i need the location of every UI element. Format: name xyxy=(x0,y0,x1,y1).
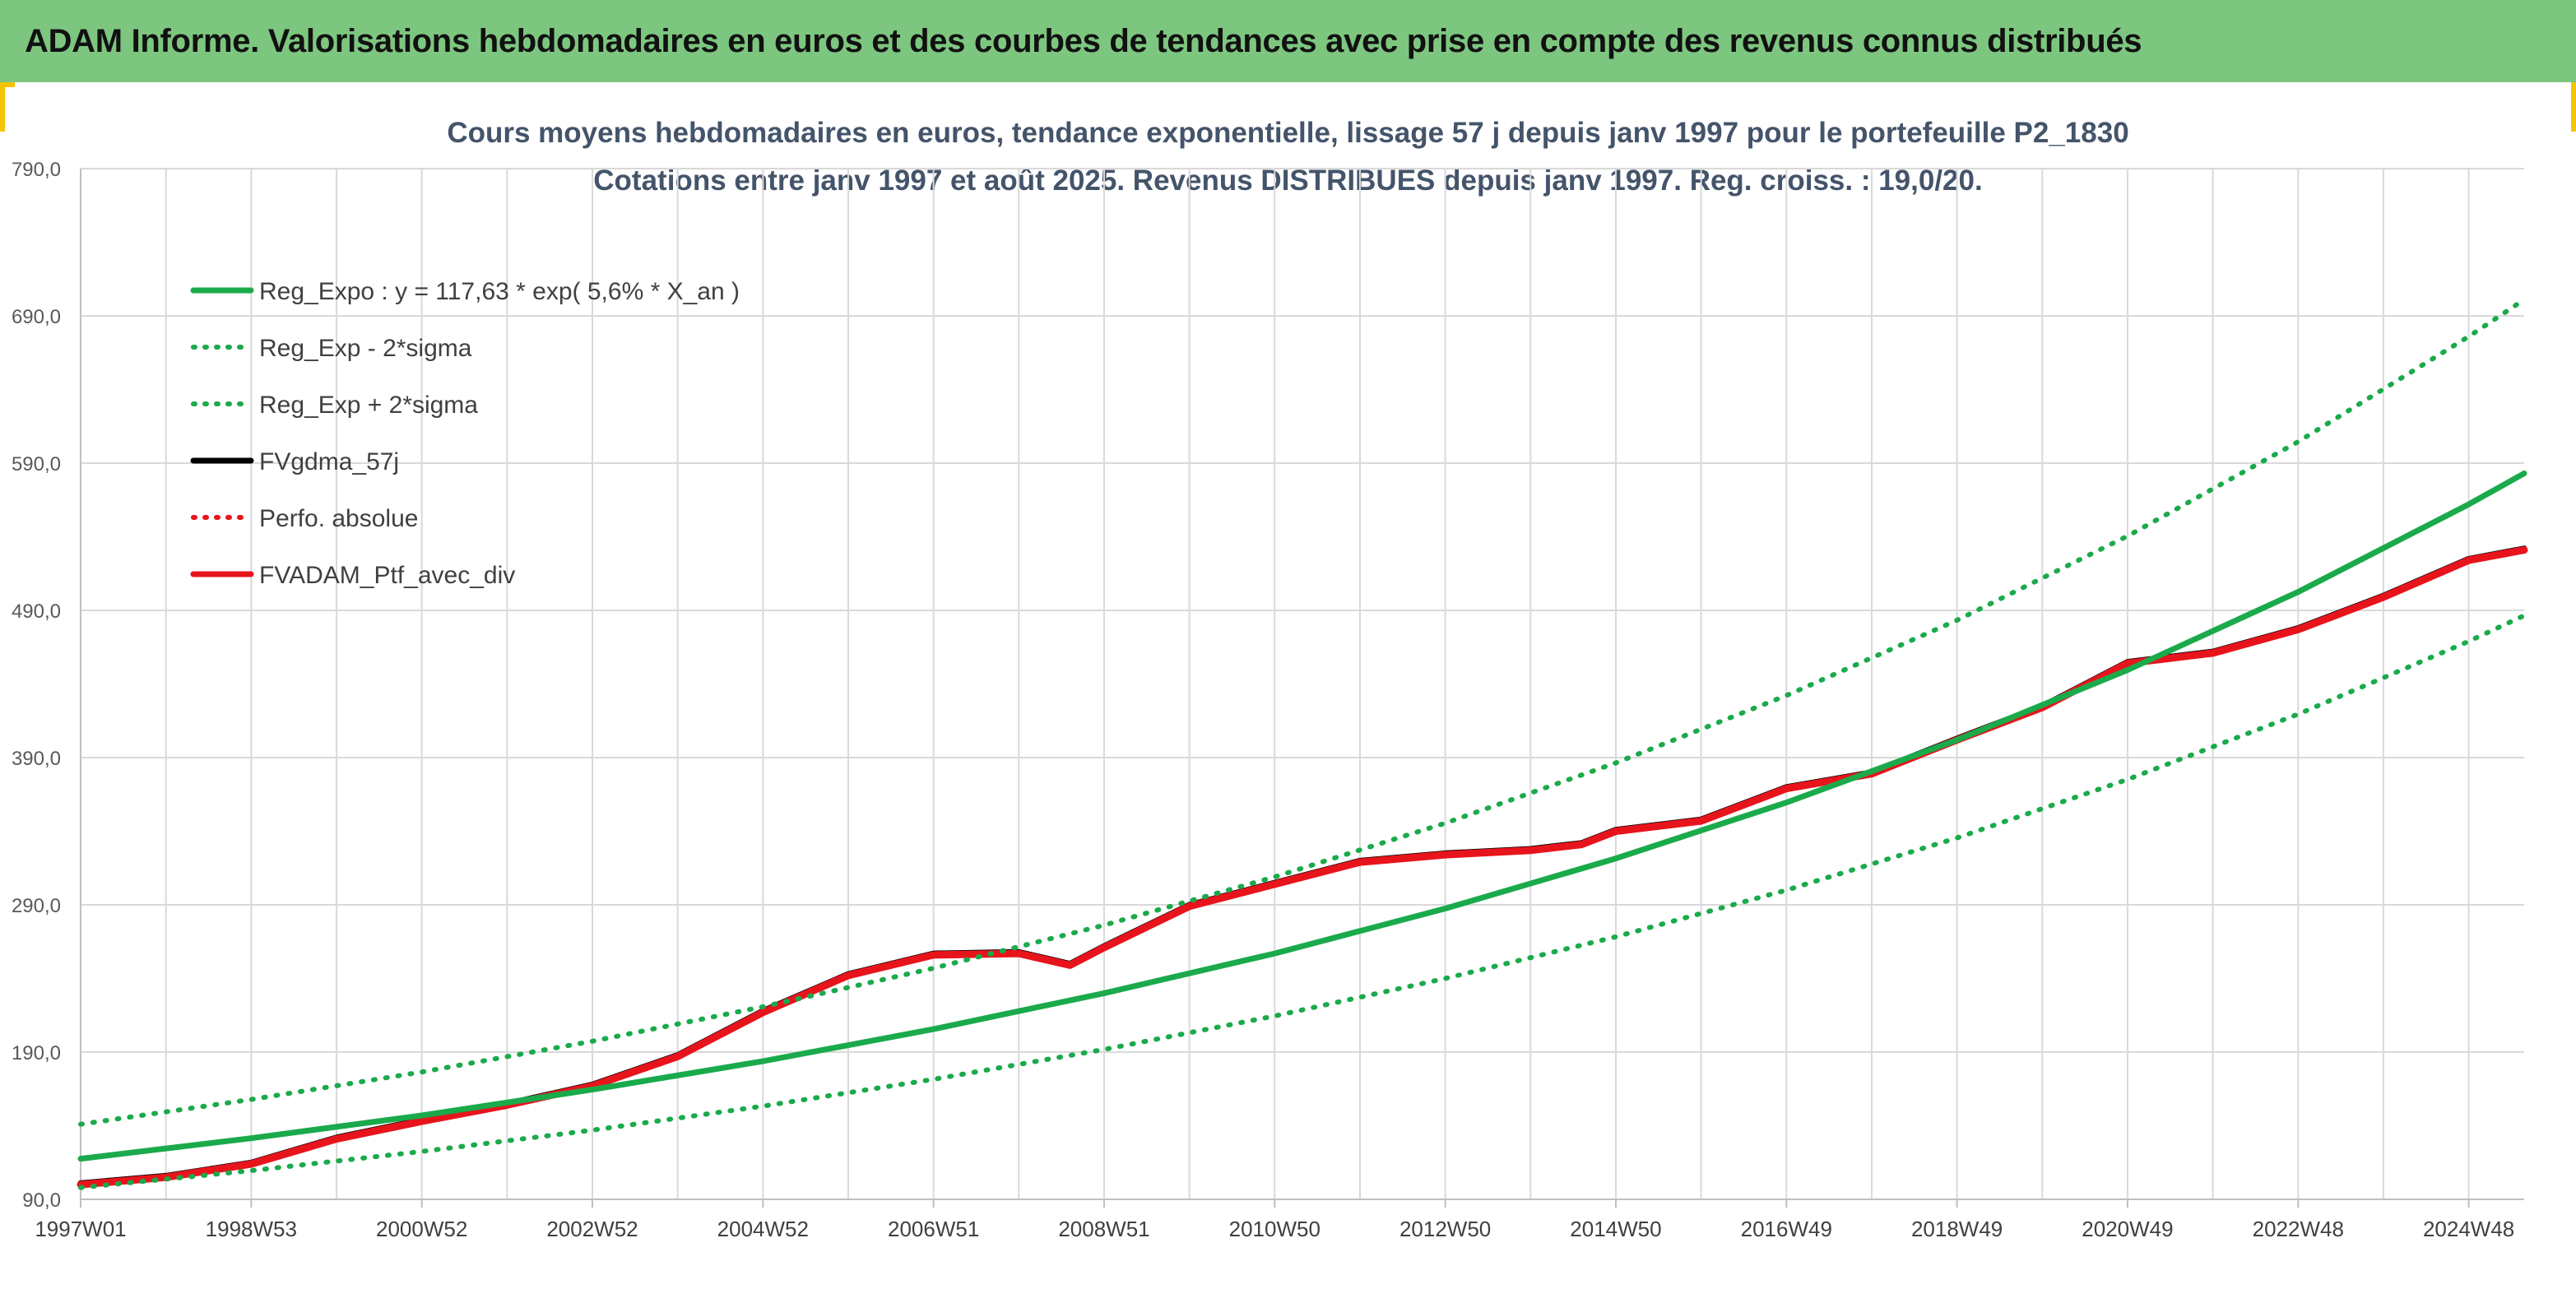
x-tick-label: 2008W51 xyxy=(1058,1217,1149,1241)
x-tick-label: 2004W52 xyxy=(717,1217,809,1241)
series-line-4 xyxy=(77,545,2527,1186)
series-line-1 xyxy=(77,471,2527,1162)
y-tick-label: 290,0 xyxy=(12,895,61,917)
x-tick-label: 1998W53 xyxy=(206,1217,297,1241)
legend-label: Reg_Expo : y = 117,63 * exp( 5,6% * X_an… xyxy=(259,278,740,305)
chart-series xyxy=(77,297,2528,1190)
corner-accent-right xyxy=(2571,82,2576,132)
chart-title: Cours moyens hebdomadaires en euros, ten… xyxy=(447,117,2129,149)
y-tick-label: 690,0 xyxy=(12,306,61,328)
chart-axes: 790,0 690,0 590,0 490,0 390,0 290,0 190,0 90,0 1… xyxy=(12,159,2524,1241)
series-line-2 xyxy=(78,613,2527,1190)
x-tick-label: 2000W52 xyxy=(376,1217,467,1241)
x-tick-label: 2022W48 xyxy=(2253,1217,2344,1241)
y-tick-label: 790,0 xyxy=(12,159,61,181)
page-title: ADAM Informe. Valorisations hebdomadaire… xyxy=(25,22,2142,59)
x-tick-label: 2006W51 xyxy=(888,1217,979,1241)
x-tick-label: 2016W49 xyxy=(1741,1217,1832,1241)
legend-label: Perfo. absolue xyxy=(259,505,418,532)
x-tick-label: 2010W50 xyxy=(1229,1217,1320,1241)
chart-legend: Reg_Expo : y = 117,63 * exp( 5,6% * X_an… xyxy=(190,278,740,589)
x-tick-label: 2002W52 xyxy=(546,1217,638,1241)
legend-label: FVADAM_Ptf_avec_div xyxy=(259,562,515,589)
y-tick-label: 190,0 xyxy=(12,1042,61,1064)
y-tick-label: 490,0 xyxy=(12,600,61,623)
corner-accent-side xyxy=(0,82,5,132)
legend-label: FVgdma_57j xyxy=(259,448,399,475)
x-tick-label: 2012W50 xyxy=(1399,1217,1491,1241)
legend-label: Reg_Exp + 2*sigma xyxy=(259,392,478,419)
chart-subtitle: Cotations entre janv 1997 et août 2025. … xyxy=(593,165,1983,197)
corner-accent-top xyxy=(0,82,15,87)
y-tick-label: 590,0 xyxy=(12,453,61,475)
chart-grid xyxy=(80,168,2524,1200)
y-tick-label: 390,0 xyxy=(12,748,61,770)
series-line-3 xyxy=(78,297,2527,1127)
x-tick-label: 2024W48 xyxy=(2423,1217,2514,1241)
x-tick-label: 2014W50 xyxy=(1570,1217,1661,1241)
x-tick-label: 2020W49 xyxy=(2082,1217,2173,1241)
x-tick-label: 2018W49 xyxy=(1911,1217,2003,1241)
chart-area: Cours moyens hebdomadaires en euros, ten… xyxy=(0,82,2576,1289)
x-tick-label: 1997W01 xyxy=(35,1217,126,1241)
y-tick-label: 90,0 xyxy=(22,1189,61,1212)
legend-label: Reg_Exp - 2*sigma xyxy=(259,335,472,362)
header-banner: ADAM Informe. Valorisations hebdomadaire… xyxy=(0,0,2576,82)
series-line-5 xyxy=(78,546,2527,1185)
